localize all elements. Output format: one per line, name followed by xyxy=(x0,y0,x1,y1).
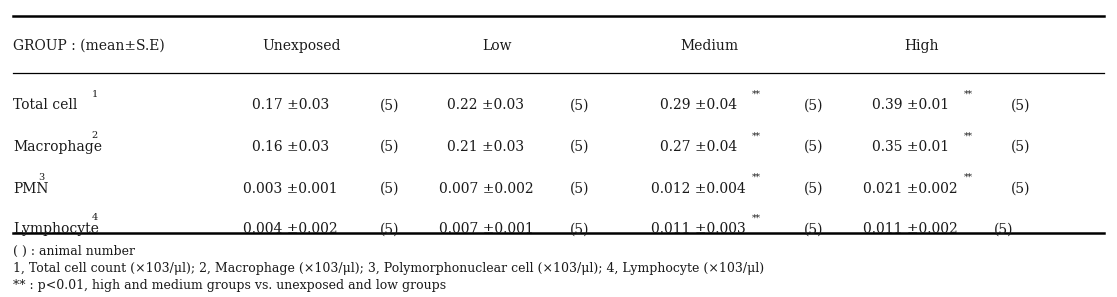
Text: Total cell: Total cell xyxy=(13,98,78,113)
Text: High: High xyxy=(905,39,938,53)
Text: 0.007 ±0.002: 0.007 ±0.002 xyxy=(439,181,533,196)
Text: PMN: PMN xyxy=(13,181,49,196)
Text: (5): (5) xyxy=(994,222,1013,236)
Text: 0.27 ±0.04: 0.27 ±0.04 xyxy=(659,140,737,154)
Text: (5): (5) xyxy=(380,222,399,236)
Text: 2: 2 xyxy=(92,131,98,140)
Text: GROUP : (mean±S.E): GROUP : (mean±S.E) xyxy=(13,39,165,53)
Text: Lymphocyte: Lymphocyte xyxy=(13,222,99,236)
Text: 0.21 ±0.03: 0.21 ±0.03 xyxy=(447,140,525,154)
Text: 0.012 ±0.004: 0.012 ±0.004 xyxy=(651,181,745,196)
Text: 3: 3 xyxy=(38,173,45,182)
Text: Macrophage: Macrophage xyxy=(13,140,103,154)
Text: (5): (5) xyxy=(570,140,589,154)
Text: 0.011 ±0.003: 0.011 ±0.003 xyxy=(651,222,745,236)
Text: (5): (5) xyxy=(380,140,399,154)
Text: 0.007 ±0.001: 0.007 ±0.001 xyxy=(439,222,533,236)
Text: **: ** xyxy=(752,131,761,140)
Text: 1: 1 xyxy=(92,90,98,99)
Text: ( ) : animal number: ( ) : animal number xyxy=(13,244,135,257)
Text: **: ** xyxy=(964,173,973,182)
Text: (5): (5) xyxy=(1011,140,1030,154)
Text: 0.16 ±0.03: 0.16 ±0.03 xyxy=(251,140,330,154)
Text: 0.39 ±0.01: 0.39 ±0.01 xyxy=(871,98,949,113)
Text: 0.29 ±0.04: 0.29 ±0.04 xyxy=(659,98,737,113)
Text: **: ** xyxy=(964,90,973,99)
Text: (5): (5) xyxy=(1011,98,1030,113)
Text: (5): (5) xyxy=(804,181,823,196)
Text: 0.17 ±0.03: 0.17 ±0.03 xyxy=(251,98,330,113)
Text: (5): (5) xyxy=(570,222,589,236)
Text: 0.011 ±0.002: 0.011 ±0.002 xyxy=(863,222,957,236)
Text: **: ** xyxy=(752,90,761,99)
Text: 0.35 ±0.01: 0.35 ±0.01 xyxy=(871,140,949,154)
Text: (5): (5) xyxy=(804,98,823,113)
Text: Low: Low xyxy=(483,39,512,53)
Text: **: ** xyxy=(752,173,761,182)
Text: Medium: Medium xyxy=(680,39,738,53)
Text: (5): (5) xyxy=(380,98,399,113)
Text: 0.004 ±0.002: 0.004 ±0.002 xyxy=(244,222,337,236)
Text: Total cell: Total cell xyxy=(13,98,78,113)
Text: **: ** xyxy=(752,214,761,222)
Text: 0.021 ±0.002: 0.021 ±0.002 xyxy=(863,181,957,196)
Text: Unexposed: Unexposed xyxy=(262,39,341,53)
Text: 0.22 ±0.03: 0.22 ±0.03 xyxy=(448,98,524,113)
Text: ** : p<0.01, high and medium groups vs. unexposed and low groups: ** : p<0.01, high and medium groups vs. … xyxy=(13,279,447,292)
Text: (5): (5) xyxy=(804,140,823,154)
Text: (5): (5) xyxy=(1011,181,1030,196)
Text: (5): (5) xyxy=(380,181,399,196)
Text: (5): (5) xyxy=(804,222,823,236)
Text: 1, Total cell count (×103/μl); 2, Macrophage (×103/μl); 3, Polymorphonuclear cel: 1, Total cell count (×103/μl); 2, Macrop… xyxy=(13,262,764,275)
Text: Lymphocyte: Lymphocyte xyxy=(13,222,99,236)
Text: 4: 4 xyxy=(92,214,98,222)
Text: PMN: PMN xyxy=(13,181,49,196)
Text: **: ** xyxy=(964,131,973,140)
Text: (5): (5) xyxy=(570,98,589,113)
Text: Macrophage: Macrophage xyxy=(13,140,103,154)
Text: 0.003 ±0.001: 0.003 ±0.001 xyxy=(244,181,337,196)
Text: (5): (5) xyxy=(570,181,589,196)
